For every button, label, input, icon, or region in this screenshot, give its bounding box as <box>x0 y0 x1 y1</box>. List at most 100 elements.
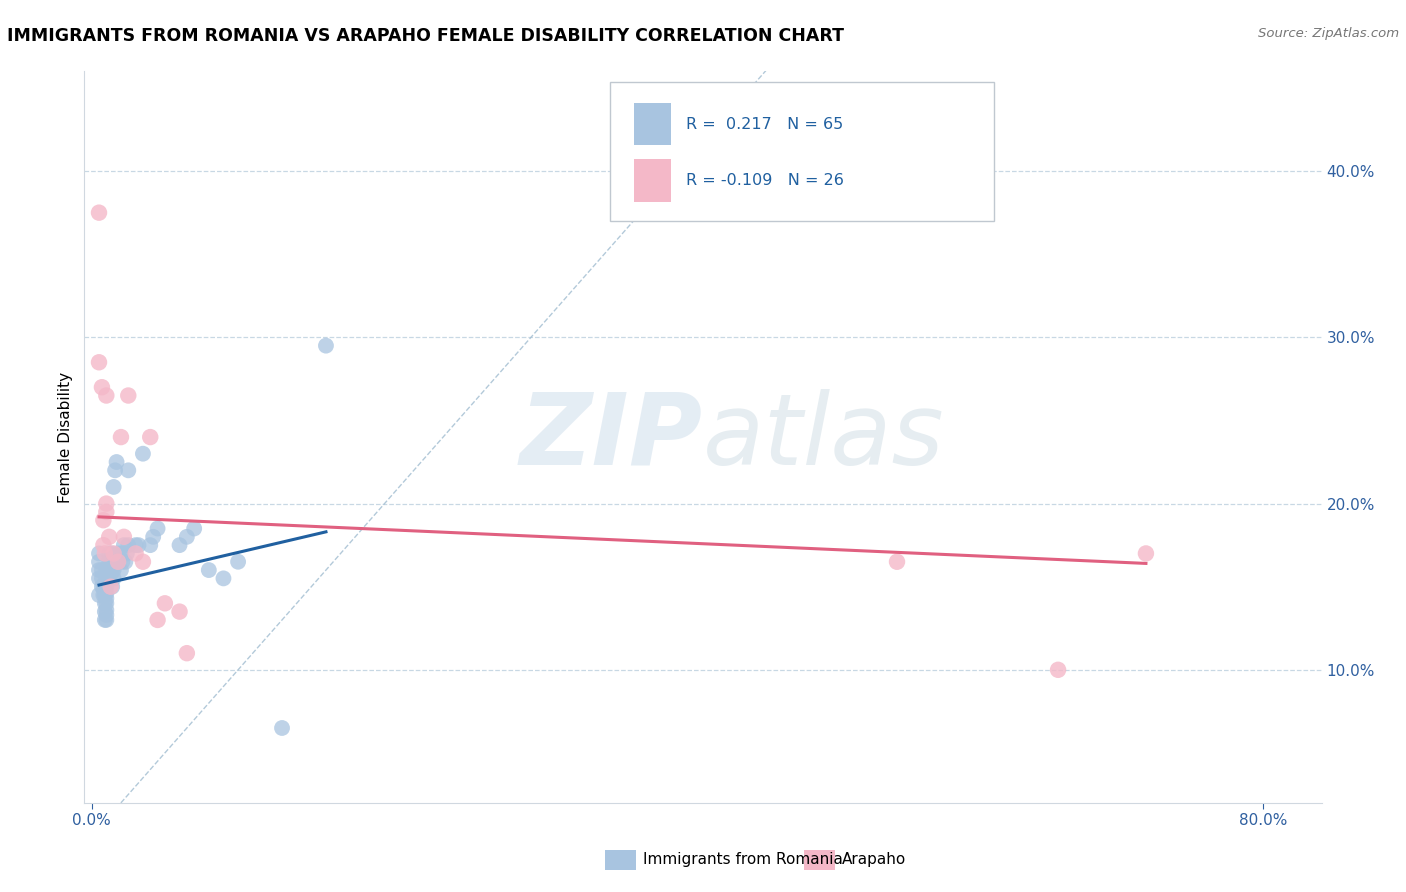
Point <box>93 588 115 602</box>
Point <box>94 613 117 627</box>
Point <box>886 555 908 569</box>
Text: Immigrants from Romania: Immigrants from Romania <box>643 853 842 867</box>
Point <box>96 591 118 606</box>
Point <box>107 555 129 569</box>
Point <box>124 546 146 560</box>
Point <box>107 555 129 569</box>
Point <box>90 563 112 577</box>
Point <box>1135 546 1157 560</box>
Point <box>94 576 117 591</box>
Point <box>96 613 118 627</box>
Point <box>93 538 115 552</box>
Point <box>111 555 134 569</box>
Point <box>176 530 198 544</box>
Point <box>315 338 337 352</box>
Bar <box>634 103 671 145</box>
Point <box>1047 663 1070 677</box>
Point <box>169 605 191 619</box>
Point <box>87 355 110 369</box>
Point <box>93 513 115 527</box>
Point <box>87 563 110 577</box>
Point <box>132 555 155 569</box>
Point <box>124 538 146 552</box>
Point <box>98 530 121 544</box>
Point <box>271 721 294 735</box>
Point <box>96 497 118 511</box>
Point <box>107 546 129 560</box>
Point <box>110 563 132 577</box>
Point <box>105 555 128 569</box>
Point <box>110 430 132 444</box>
Point <box>98 546 121 560</box>
Text: ZIP: ZIP <box>520 389 703 485</box>
Text: atlas: atlas <box>703 389 945 485</box>
Point <box>98 563 121 577</box>
Point <box>96 596 118 610</box>
Point <box>94 546 117 560</box>
Point <box>104 555 127 569</box>
Point <box>146 521 169 535</box>
Point <box>94 605 117 619</box>
Point <box>112 530 135 544</box>
Point <box>110 546 132 560</box>
Text: IMMIGRANTS FROM ROMANIA VS ARAPAHO FEMALE DISABILITY CORRELATION CHART: IMMIGRANTS FROM ROMANIA VS ARAPAHO FEMAL… <box>7 27 844 45</box>
Point <box>98 571 121 585</box>
Point <box>87 588 110 602</box>
Text: R = -0.109   N = 26: R = -0.109 N = 26 <box>686 173 844 188</box>
FancyBboxPatch shape <box>610 82 994 221</box>
Point <box>139 538 162 552</box>
Point <box>87 546 110 560</box>
Point <box>100 580 122 594</box>
Point <box>94 582 117 597</box>
Point <box>94 596 117 610</box>
Point <box>112 538 135 552</box>
Point <box>117 463 139 477</box>
Point <box>90 571 112 585</box>
Point <box>117 388 139 402</box>
Point <box>96 603 118 617</box>
Point <box>101 580 124 594</box>
Bar <box>634 160 671 202</box>
Point <box>183 521 205 535</box>
Point <box>100 571 122 585</box>
Point <box>114 555 136 569</box>
Point <box>115 546 138 560</box>
Point <box>105 455 128 469</box>
Point <box>87 205 110 219</box>
Point <box>100 555 122 569</box>
Point <box>96 388 118 402</box>
Text: R =  0.217   N = 65: R = 0.217 N = 65 <box>686 117 844 131</box>
Point <box>169 538 191 552</box>
Point <box>103 546 125 560</box>
Point <box>104 463 127 477</box>
Point <box>103 480 125 494</box>
Point <box>87 555 110 569</box>
Point <box>198 563 221 577</box>
Point <box>139 430 162 444</box>
Point <box>142 530 165 544</box>
Point <box>90 380 112 394</box>
Point <box>87 571 110 585</box>
Point <box>101 546 124 560</box>
Point <box>96 586 118 600</box>
Point <box>93 580 115 594</box>
Point <box>96 580 118 594</box>
Point <box>96 505 118 519</box>
Point <box>98 555 121 569</box>
Point <box>96 563 118 577</box>
Y-axis label: Female Disability: Female Disability <box>58 371 73 503</box>
Text: Arapaho: Arapaho <box>842 853 907 867</box>
Point <box>90 580 112 594</box>
Point <box>132 447 155 461</box>
Point <box>103 563 125 577</box>
Point <box>146 613 169 627</box>
Point <box>96 607 118 622</box>
Point <box>117 538 139 552</box>
Point <box>96 571 118 585</box>
Text: Source: ZipAtlas.com: Source: ZipAtlas.com <box>1258 27 1399 40</box>
Point <box>226 555 249 569</box>
Point <box>101 563 124 577</box>
Point <box>94 588 117 602</box>
Point <box>176 646 198 660</box>
Point <box>128 538 150 552</box>
